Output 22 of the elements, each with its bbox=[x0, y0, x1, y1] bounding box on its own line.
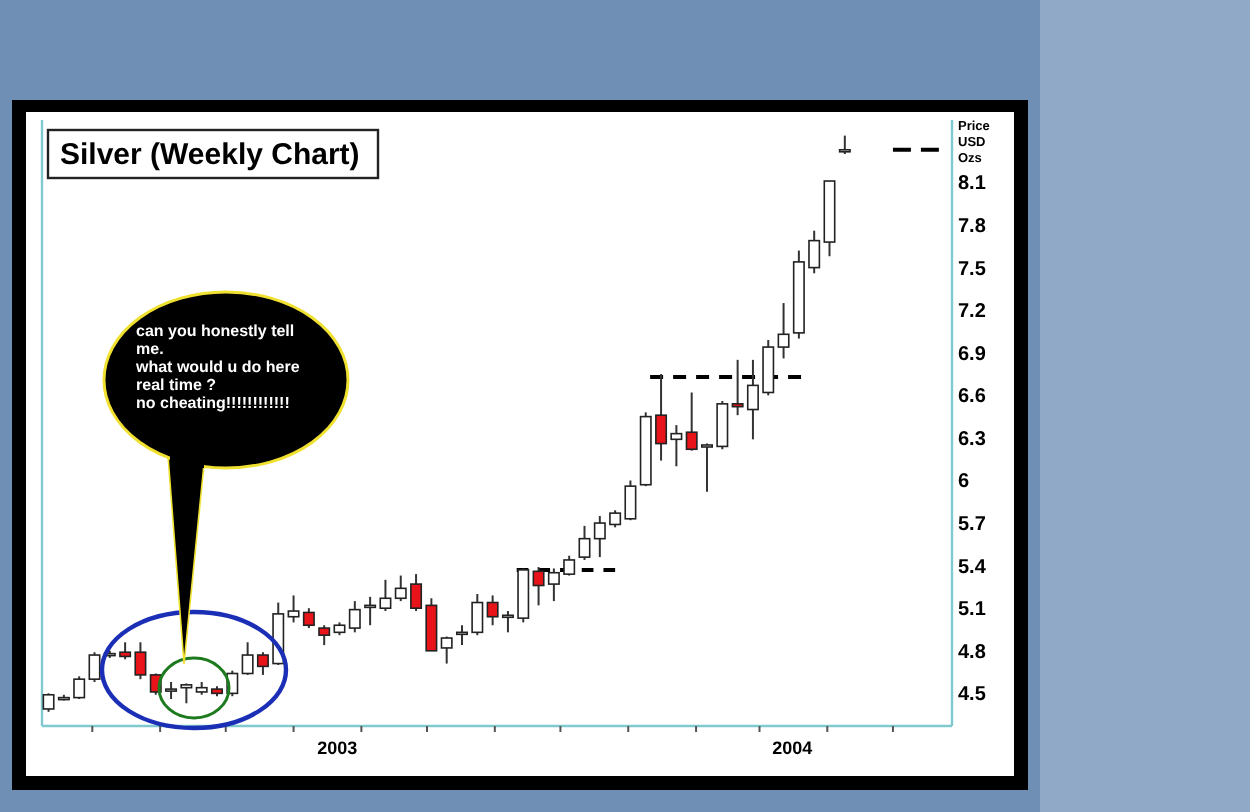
y-tick-label: 6.9 bbox=[958, 343, 987, 366]
y-tick-label: 5.7 bbox=[958, 514, 987, 537]
annotation: can you honestly tell me. what would u do here real time ? no cheating!!!!!!!!!!!! bbox=[134, 322, 301, 412]
candlestick bbox=[838, 134, 851, 156]
y-tick-label: 5.1 bbox=[958, 599, 987, 622]
y-tick-label: 7.8 bbox=[958, 216, 987, 239]
candlestick bbox=[440, 635, 453, 665]
x-tick-label: 2003 bbox=[317, 738, 358, 758]
y-tick-label: 6.3 bbox=[958, 428, 987, 451]
y-tick-label: 6.6 bbox=[958, 386, 987, 409]
candlestick bbox=[348, 600, 361, 634]
y-tick-label: 7.5 bbox=[958, 258, 987, 281]
y-tick-label: 7.2 bbox=[958, 301, 987, 324]
text: Silver (Weekly Chart) bbox=[60, 138, 360, 172]
y-tick-label: 5.4 bbox=[958, 556, 987, 579]
y-tick-label: 4.8 bbox=[958, 641, 987, 664]
x-tick-label: 2004 bbox=[772, 738, 813, 758]
candlestick bbox=[88, 651, 101, 683]
candlestick bbox=[180, 682, 193, 705]
y-tick-label: 4.5 bbox=[958, 684, 987, 707]
y-tick-label: 8.1 bbox=[958, 173, 987, 196]
y-tick-label: 6 bbox=[958, 471, 970, 494]
